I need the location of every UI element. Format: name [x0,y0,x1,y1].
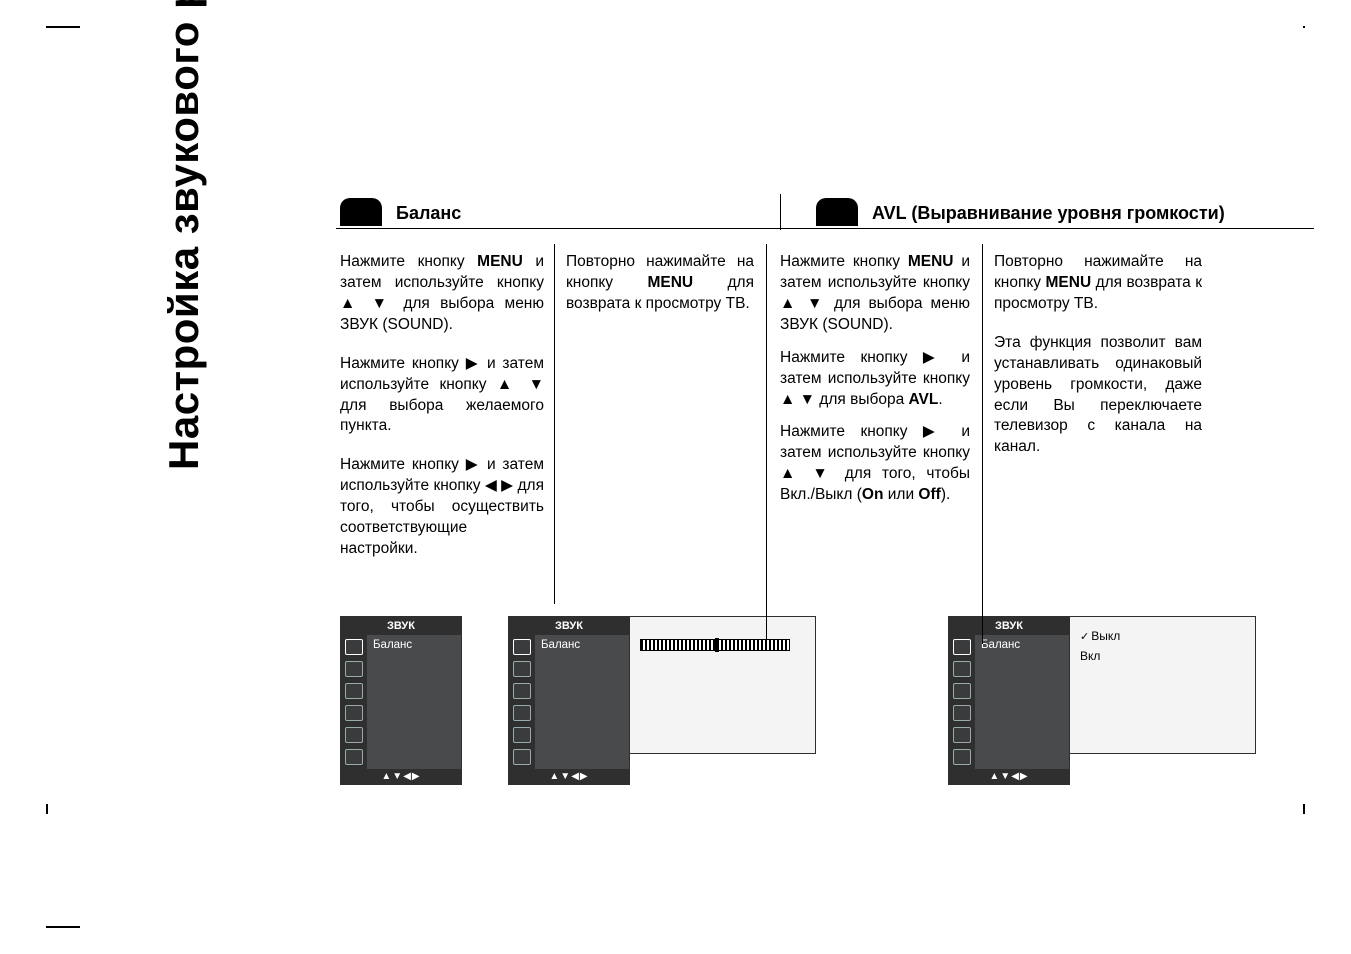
time-icon [953,705,971,721]
sound-icon [953,683,971,699]
osd-menu-1: ЗВУК Баланс ▲▼◀▶ [340,616,462,785]
osd-title: ЗВУК [949,617,1069,635]
osd-list: Баланс [975,635,1069,769]
osd-item: Баланс [981,639,1063,651]
section-bullet [340,198,382,226]
column-4: Повторно нажимайте на кнопку MENU для во… [980,238,1202,578]
osd-menu-3: ЗВУК Баланс ▲▼◀▶ [948,616,1256,785]
special-icon [953,727,971,743]
osd-icon-column [341,635,367,769]
picture-icon [513,661,531,677]
osd-list: Баланс [535,635,629,769]
balance-slider [640,639,790,651]
sound-icon [345,683,363,699]
osd-nav-hint: ▲▼◀▶ [341,769,461,784]
special-icon [345,727,363,743]
osd-side-panel: Выкл Вкл [1070,616,1256,754]
special-icon [513,727,531,743]
screen-icon [513,749,531,765]
time-icon [513,705,531,721]
column-1: Нажмите кнопку MENU и затем используйте … [340,238,554,578]
crop-mark [1303,804,1305,814]
crop-mark [46,26,80,28]
instruction-step: Нажмите кнопку ▶ и затем используйте кно… [780,422,970,506]
page-title-vertical: Настройка звукового режима. [160,0,208,470]
section-bullet [816,198,858,226]
osd-item: Баланс [373,639,455,651]
tv-icon [953,639,971,655]
instruction-step: Нажмите кнопку MENU и затем используйте … [780,252,970,336]
section-title-balance: Баланс [396,203,461,226]
instruction-step: Повторно нажимайте на кнопку MENU для во… [566,252,754,315]
osd-title: ЗВУК [341,617,461,635]
osd-icon-column [509,635,535,769]
crop-mark [1303,26,1305,28]
osd-side-panel [630,616,816,754]
osd-item: Баланс [541,639,623,651]
column-2: Повторно нажимайте на кнопку MENU для во… [554,238,766,578]
picture-icon [345,661,363,677]
section-title-avl: AVL (Выравнивание уровня громкости) [872,203,1225,226]
column-3: Нажмите кнопку MENU и затем используйте … [766,238,980,578]
osd-list: Баланс [367,635,461,769]
instruction-step: Нажмите кнопку MENU и затем используйте … [340,252,544,336]
osd-nav-hint: ▲▼◀▶ [509,769,629,784]
screen-icon [953,749,971,765]
instruction-step: Нажмите кнопку ▶ и затем используйте кно… [340,354,544,438]
tv-icon [345,639,363,655]
instruction-step: Повторно нажимайте на кнопку MENU для во… [994,252,1202,315]
osd-menu-2: ЗВУК Баланс ▲▼◀▶ [508,616,816,785]
sound-icon [513,683,531,699]
instruction-step: Нажмите кнопку ▶ и затем используйте кно… [340,455,544,560]
osd-icon-column [949,635,975,769]
crop-mark [46,926,80,928]
crop-mark [46,804,48,814]
osd-title: ЗВУК [509,617,629,635]
avl-option-on: Вкл [1080,647,1245,666]
time-icon [345,705,363,721]
tv-icon [513,639,531,655]
picture-icon [953,661,971,677]
instruction-note: Эта функция позволит вам устанавливать о… [994,333,1202,459]
osd-nav-hint: ▲▼◀▶ [949,769,1069,784]
screen-icon [345,749,363,765]
instruction-step: Нажмите кнопку ▶ и затем используйте кно… [780,348,970,411]
avl-option-off: Выкл [1080,627,1245,647]
